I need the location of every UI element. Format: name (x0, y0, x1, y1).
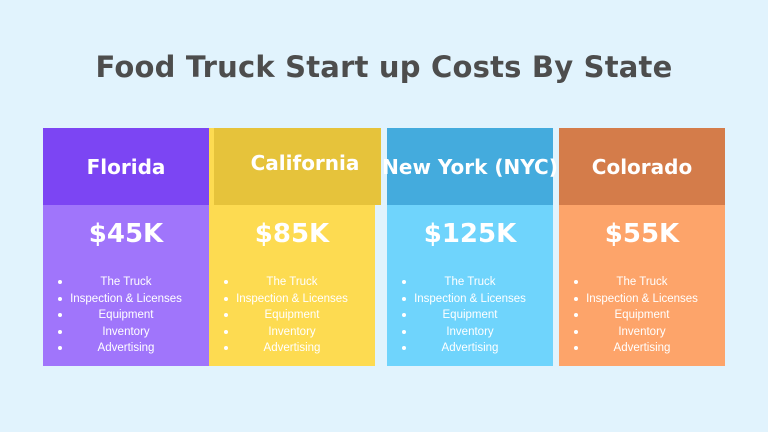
list-item: Equipment (209, 307, 375, 324)
bullet-icon (574, 313, 578, 317)
card-body: $125K The Truck Inspection & Licenses Eq… (387, 205, 553, 366)
list-item: The Truck (209, 274, 375, 291)
list-item: Inventory (387, 324, 553, 341)
bullet-icon (58, 346, 62, 350)
list-item: Inventory (559, 324, 725, 341)
card-header: California (209, 128, 375, 205)
bullet-icon (574, 296, 578, 301)
state-name: California (250, 150, 360, 175)
list-item: Equipment (559, 307, 725, 324)
bullet-icon (224, 313, 228, 317)
list-item: The Truck (559, 274, 725, 291)
cost-items-list: The Truck Inspection & Licenses Equipmen… (209, 274, 375, 357)
list-item: Advertising (387, 340, 553, 357)
list-item: Inspection & Licenses (209, 291, 375, 308)
list-item: Inventory (209, 324, 375, 341)
list-item: Equipment (43, 307, 209, 324)
bullet-icon (58, 296, 62, 301)
cost-items-list: The Truck Inspection & Licenses Equipmen… (559, 274, 725, 357)
list-item: Inspection & Licenses (387, 291, 553, 308)
list-item: Equipment (387, 307, 553, 324)
state-card-colorado: Colorado $55K The Truck Inspection & Lic… (559, 128, 725, 366)
bullet-icon (58, 329, 62, 334)
page-title: Food Truck Start up Costs By State (95, 50, 673, 84)
state-name: Colorado (591, 154, 693, 179)
cost-value: $125K (423, 219, 517, 249)
card-body: $85K The Truck Inspection & Licenses Equ… (209, 205, 375, 366)
bullet-icon (58, 280, 62, 284)
bullet-icon (224, 296, 228, 301)
bullet-icon (58, 313, 62, 317)
bullet-icon (402, 296, 406, 301)
list-item: Inventory (43, 324, 209, 341)
bullet-icon (574, 329, 578, 334)
list-item: Advertising (43, 340, 209, 357)
bullet-icon (224, 329, 228, 334)
cost-value: $45K (88, 219, 164, 249)
list-item: Inspection & Licenses (43, 291, 209, 308)
cost-value: $85K (254, 219, 330, 249)
state-card-florida: Florida $45K The Truck Inspection & Lice… (43, 128, 209, 366)
bullet-icon (402, 329, 406, 334)
bullet-icon (224, 346, 228, 350)
card-header: Colorado (559, 128, 725, 205)
decorative-bar (209, 128, 214, 205)
list-item: The Truck (43, 274, 209, 291)
decorative-strip (375, 128, 381, 205)
list-item: Advertising (559, 340, 725, 357)
card-header: New York (NYC) (382, 128, 558, 205)
state-card-california: California $85K The Truck Inspection & L… (209, 128, 381, 366)
bullet-icon (224, 280, 228, 284)
bullet-icon (402, 313, 406, 317)
cost-items-list: The Truck Inspection & Licenses Equipmen… (387, 274, 553, 357)
list-item: Inspection & Licenses (559, 291, 725, 308)
state-card-new-york: New York (NYC) $125K The Truck Inspectio… (382, 128, 558, 366)
bullet-icon (402, 346, 406, 350)
card-header: Florida (43, 128, 209, 205)
cost-items-list: The Truck Inspection & Licenses Equipmen… (43, 274, 209, 357)
card-body: $55K The Truck Inspection & Licenses Equ… (559, 205, 725, 366)
list-item: The Truck (387, 274, 553, 291)
bullet-icon (402, 280, 406, 284)
state-name: Florida (86, 154, 166, 179)
cost-value: $55K (604, 219, 680, 249)
bullet-icon (574, 346, 578, 350)
card-body: $45K The Truck Inspection & Licenses Equ… (43, 205, 209, 366)
bullet-icon (574, 280, 578, 284)
state-name: New York (NYC) (382, 154, 558, 179)
list-item: Advertising (209, 340, 375, 357)
